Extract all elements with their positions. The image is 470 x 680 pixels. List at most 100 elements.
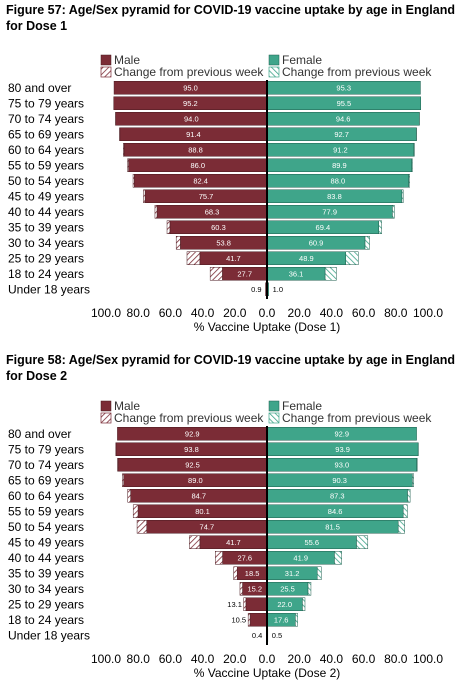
bar-label-male: 27.6 bbox=[237, 554, 252, 563]
bar-male-change bbox=[239, 582, 243, 596]
bar-label-female: 60.9 bbox=[309, 239, 324, 248]
bar-label-female: 95.3 bbox=[336, 84, 351, 93]
bar-label-female: 69.4 bbox=[316, 223, 331, 232]
age-group-label: Under 18 years bbox=[8, 628, 90, 642]
x-tick-label: 60.0 bbox=[159, 306, 183, 320]
bar-label-female: 92.9 bbox=[334, 430, 349, 439]
bar-label-female: 94.6 bbox=[336, 115, 351, 124]
x-tick-label: 0.0 bbox=[259, 652, 276, 666]
age-group-label: 70 to 74 years bbox=[8, 112, 84, 126]
bar-female-change bbox=[402, 504, 408, 518]
age-group-label: 40 to 44 years bbox=[8, 551, 84, 565]
bar-label-male: 18.5 bbox=[245, 569, 260, 578]
bar-label-male: 0.9 bbox=[251, 285, 261, 294]
bar-label-male: 92.9 bbox=[185, 430, 200, 439]
bar-male-change bbox=[189, 535, 201, 549]
bar-male bbox=[245, 597, 268, 611]
bar-label-female: 17.6 bbox=[274, 616, 289, 625]
bar-male-change bbox=[175, 236, 181, 250]
x-tick-label: 100.0 bbox=[91, 306, 121, 320]
x-tick-label: 40.0 bbox=[191, 306, 215, 320]
age-group-label: 30 to 34 years bbox=[8, 582, 84, 596]
chart-title: Figure 57: Age/Sex pyramid for COVID-19 … bbox=[6, 3, 455, 33]
age-group-label: 80 and over bbox=[8, 81, 71, 95]
bar-label-female: 48.9 bbox=[299, 254, 314, 263]
bar-female-change bbox=[392, 205, 395, 219]
bar-label-male: 53.8 bbox=[216, 239, 231, 248]
age-group-label: 60 to 64 years bbox=[8, 489, 84, 503]
bar-female-change bbox=[356, 535, 369, 549]
bar-male-change bbox=[136, 520, 147, 534]
age-group-label: 35 to 39 years bbox=[8, 220, 84, 234]
bar-male-change bbox=[209, 267, 223, 281]
x-tick-label: 100.0 bbox=[413, 652, 443, 666]
legend-swatch-female-change bbox=[268, 412, 280, 424]
bar-male-change bbox=[123, 143, 125, 157]
bar-label-male: 93.8 bbox=[184, 445, 199, 454]
bar-male-change bbox=[215, 551, 223, 565]
age-group-label: 70 to 74 years bbox=[8, 458, 84, 472]
bar-female-change bbox=[397, 520, 405, 534]
bar-female-change bbox=[345, 251, 359, 265]
bar-label-female: 87.3 bbox=[330, 492, 345, 501]
bar-label-male: 89.0 bbox=[188, 476, 203, 485]
bar-female-change bbox=[401, 189, 404, 203]
legend-label-male-change: Change from previous week bbox=[114, 411, 264, 425]
bar-label-male: 91.4 bbox=[186, 130, 201, 139]
age-group-label: 80 and over bbox=[8, 427, 71, 441]
bar-female-change bbox=[324, 267, 337, 281]
legend-swatch-male-change bbox=[100, 66, 112, 78]
bar-male-change bbox=[143, 189, 146, 203]
age-group-label: 75 to 79 years bbox=[8, 442, 84, 456]
bar-label-female: 93.0 bbox=[335, 461, 350, 470]
legend-label-female: Female bbox=[282, 399, 322, 413]
bar-male-change bbox=[243, 597, 247, 611]
age-group-label: 55 to 59 years bbox=[8, 158, 84, 172]
age-group-label: 65 to 69 years bbox=[8, 473, 84, 487]
bar-female-change bbox=[307, 582, 312, 596]
bar-female-change bbox=[407, 489, 411, 503]
bar-label-female: 90.3 bbox=[332, 476, 347, 485]
x-tick-label: 80.0 bbox=[384, 652, 408, 666]
legend-swatch-male bbox=[100, 54, 112, 66]
bar-label-male: 27.7 bbox=[237, 270, 252, 279]
age-group-label: 35 to 39 years bbox=[8, 566, 84, 580]
chart-title: Figure 58: Age/Sex pyramid for COVID-19 … bbox=[6, 353, 455, 383]
x-tick-label: 60.0 bbox=[159, 652, 183, 666]
bar-label-female: 22.0 bbox=[277, 600, 292, 609]
x-tick-label: 20.0 bbox=[223, 306, 247, 320]
bar-label-male: 75.7 bbox=[199, 192, 214, 201]
bar-male-change bbox=[132, 174, 135, 188]
bar-label-male: 80.1 bbox=[195, 507, 210, 516]
bar-female-change bbox=[411, 158, 413, 172]
bar-label-male: 86.0 bbox=[190, 161, 205, 170]
bar-label-female: 25.5 bbox=[280, 585, 295, 594]
age-group-label: 60 to 64 years bbox=[8, 143, 84, 157]
legend-label-female: Female bbox=[282, 53, 322, 67]
bar-label-male: 92.5 bbox=[185, 461, 200, 470]
bar-female-change bbox=[364, 236, 370, 250]
age-group-label: Under 18 years bbox=[8, 282, 90, 296]
age-group-label: 65 to 69 years bbox=[8, 127, 84, 141]
legend-label-male-change: Change from previous week bbox=[114, 65, 264, 79]
bar-label-female: 81.5 bbox=[325, 523, 340, 532]
age-group-label: 55 to 59 years bbox=[8, 504, 84, 518]
age-group-label: 18 to 24 years bbox=[8, 267, 84, 281]
x-tick-label: 60.0 bbox=[352, 652, 376, 666]
x-tick-label: 20.0 bbox=[288, 306, 312, 320]
age-group-label: 25 to 29 years bbox=[8, 251, 84, 265]
age-group-label: 50 to 54 years bbox=[8, 174, 84, 188]
legend-label-female-change: Change from previous week bbox=[282, 411, 432, 425]
bar-label-female: 95.5 bbox=[337, 99, 352, 108]
x-axis-title: % Vaccine Uptake (Dose 1) bbox=[194, 320, 341, 334]
x-tick-label: 80.0 bbox=[384, 306, 408, 320]
bar-label-female: 55.6 bbox=[304, 538, 319, 547]
bar-male-change bbox=[166, 220, 171, 234]
bar-label-male: 15.2 bbox=[247, 585, 262, 594]
x-tick-label: 20.0 bbox=[288, 652, 312, 666]
bar-label-female: 88.0 bbox=[331, 177, 346, 186]
x-tick-label: 40.0 bbox=[191, 652, 215, 666]
legend-swatch-male bbox=[100, 400, 112, 412]
